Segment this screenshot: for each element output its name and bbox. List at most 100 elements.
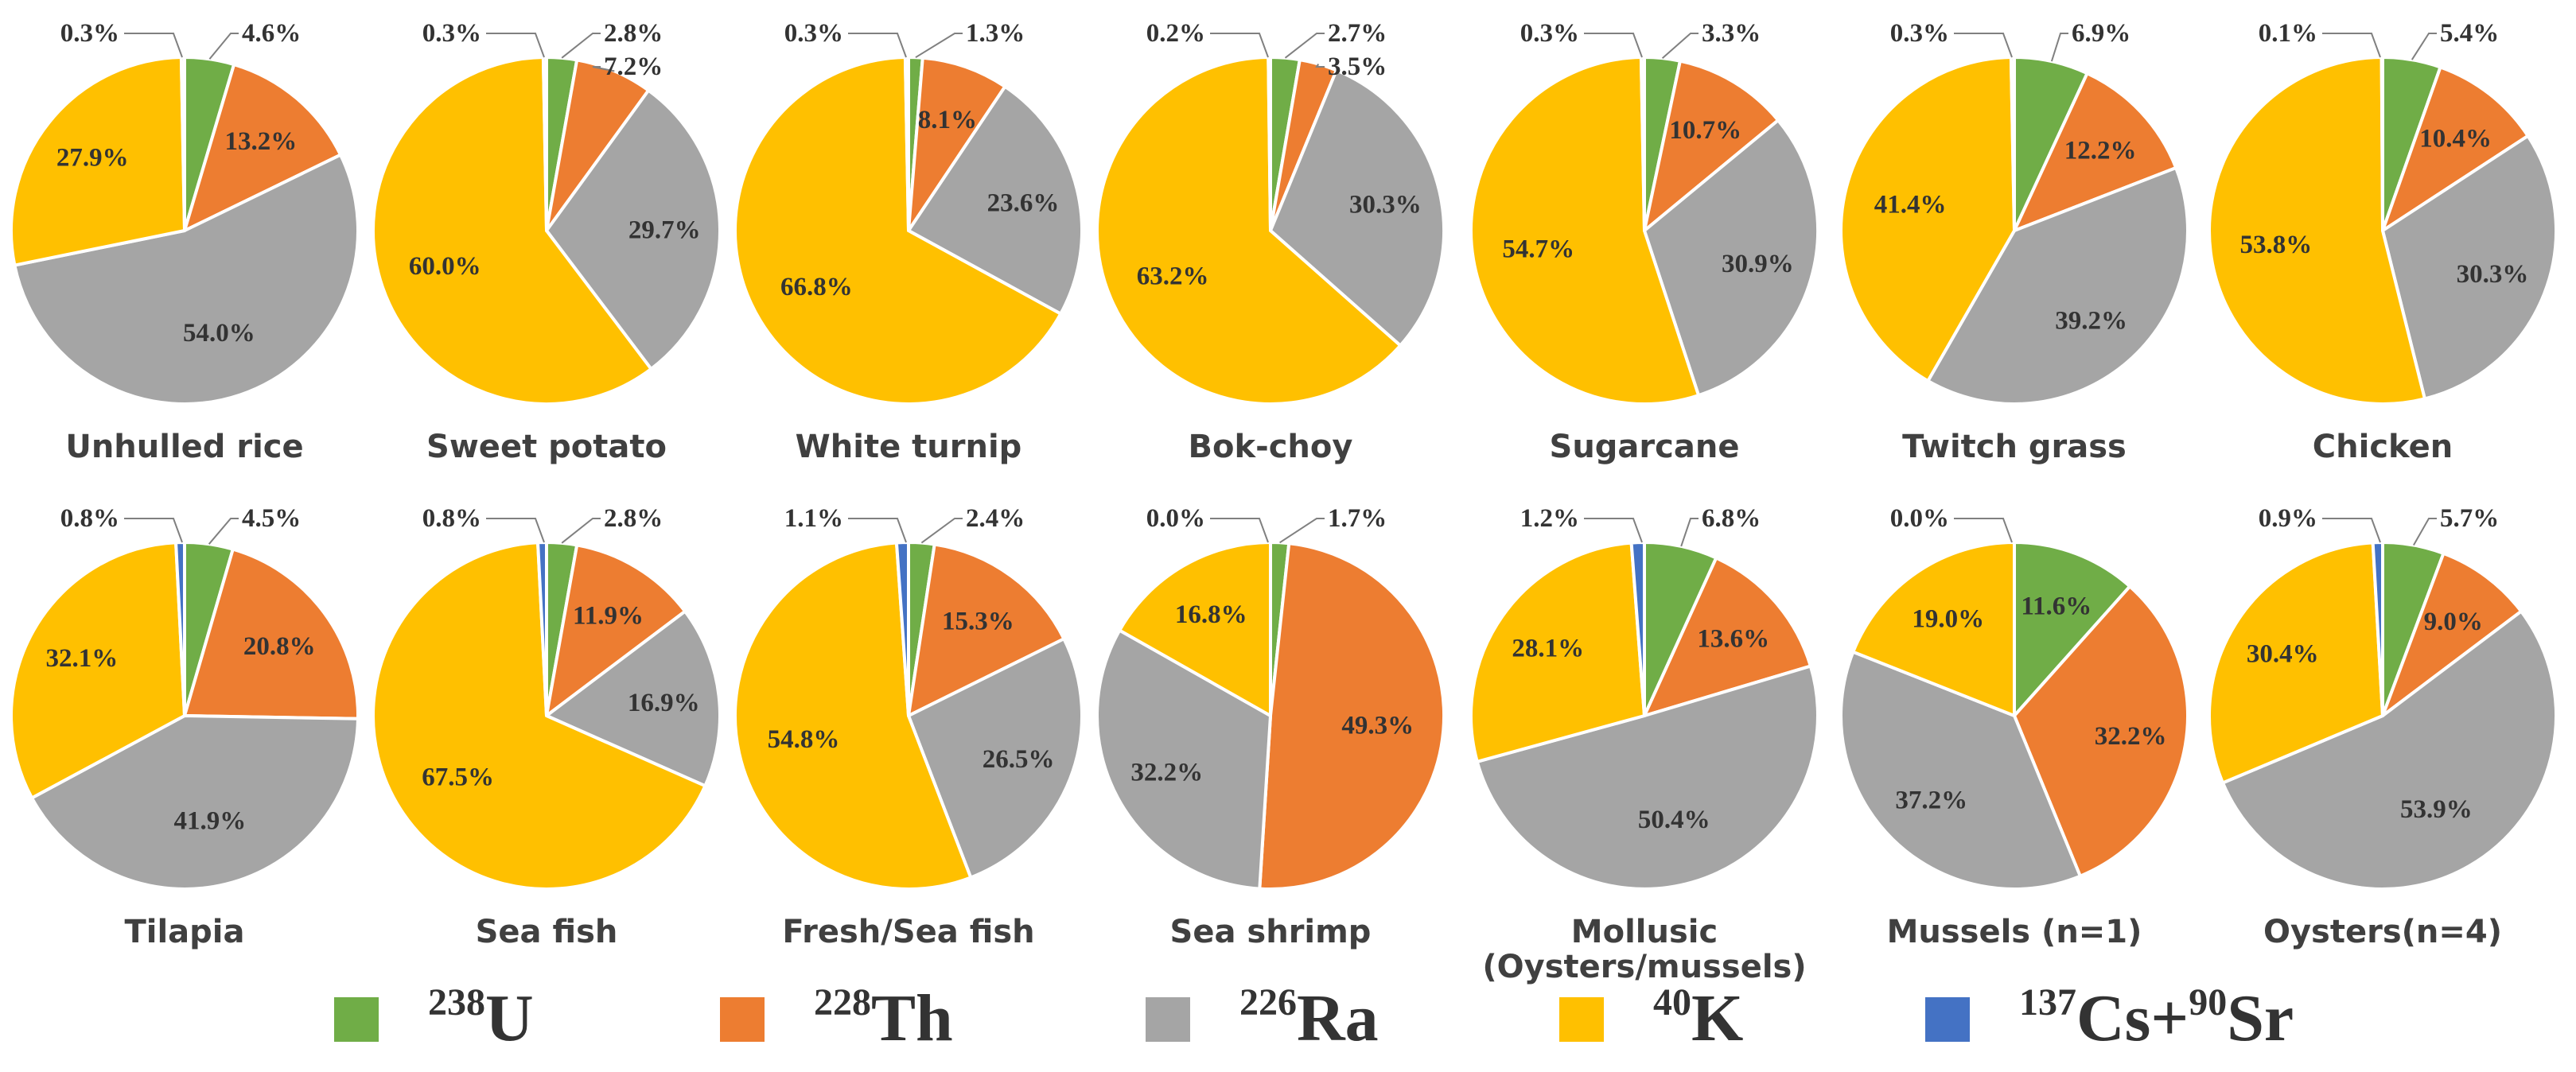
- data-label-238u: 1.7%: [1328, 504, 1387, 533]
- data-label-228th: 13.6%: [1697, 625, 1769, 654]
- data-label-228th: 9.0%: [2424, 608, 2483, 636]
- leader-line-137cs-90sr: [1954, 33, 2013, 58]
- data-label-137cs-90sr: 0.3%: [1890, 19, 1949, 48]
- pie-title: Sea shrimp: [1170, 914, 1372, 950]
- slice-228th: [2381, 551, 2523, 717]
- data-label-238u: 2.8%: [604, 504, 663, 533]
- data-label-40k: 16.8%: [1175, 600, 1247, 629]
- pie-title: Bok-choy: [1189, 429, 1353, 465]
- data-label-238u: 2.4%: [966, 504, 1025, 533]
- leader-line-238u: [1680, 518, 1699, 547]
- data-label-238u: 3.3%: [1702, 19, 1761, 48]
- pie-tilapia: 4.5% 20.8% 41.9% 32.1% 0.8% Tilapia: [10, 504, 360, 950]
- leader-line-137cs-90sr: [1210, 33, 1269, 58]
- pie-title: Chicken: [2313, 429, 2453, 465]
- slice-226ra: [13, 153, 360, 406]
- leader-line-238u: [1279, 518, 1325, 544]
- slice-228th: [183, 547, 360, 720]
- data-label-226ra: 37.2%: [1895, 787, 1967, 815]
- data-label-238u: 5.7%: [2440, 504, 2499, 533]
- slice-226ra: [1095, 628, 1272, 891]
- legend-swatch-228th: [720, 997, 765, 1042]
- leader-line-137cs-90sr: [848, 518, 907, 543]
- data-label-226ra: 54.0%: [183, 319, 255, 348]
- slice-40k: [1118, 541, 1272, 717]
- slice-226ra: [1926, 166, 2189, 406]
- data-label-228th: 12.2%: [2064, 137, 2137, 165]
- pie-oysters-n-4: 5.7% 9.0% 53.9% 30.4% 0.9% Oysters(n=4): [2208, 504, 2558, 950]
- pie-bok-choy: 2.7% 3.5% 30.3% 63.2% 0.2% Bok-choy: [1095, 19, 1446, 465]
- data-label-137cs-90sr: 0.8%: [60, 504, 119, 533]
- leader-line-137cs-90sr: [124, 518, 183, 543]
- data-label-226ra: 53.9%: [2400, 795, 2473, 824]
- leader-line-137cs-90sr: [848, 33, 907, 58]
- leader-line-228th: [592, 66, 615, 72]
- legend-entry-40k: 40K: [1559, 981, 1743, 1055]
- data-label-226ra: 30.9%: [1722, 250, 1794, 278]
- leader-line-238u: [561, 518, 601, 544]
- data-label-228th: 7.2%: [604, 52, 663, 81]
- slice-137cs-90sr: [1639, 56, 1646, 232]
- pie-mussels-n-1: 11.6% 32.2% 37.2% 19.0% 0.0% Mussels (n=1): [1839, 504, 2190, 950]
- leader-line-238u: [1284, 33, 1325, 59]
- slice-137cs-90sr: [2009, 56, 2016, 232]
- data-label-226ra: 30.3%: [2457, 260, 2529, 289]
- data-label-40k: 41.4%: [1874, 190, 1947, 219]
- data-label-137cs-90sr: 1.2%: [1520, 504, 1579, 533]
- slice-226ra: [1269, 68, 1446, 348]
- data-label-226ra: 39.2%: [2055, 306, 2127, 335]
- pie-title: Sea fish: [476, 914, 618, 950]
- data-label-226ra: 29.7%: [628, 216, 701, 245]
- data-label-228th: 3.5%: [1328, 52, 1387, 81]
- slice-137cs-90sr: [536, 541, 548, 717]
- data-label-137cs-90sr: 0.1%: [2259, 19, 2317, 48]
- data-label-228th: 13.2%: [225, 127, 298, 156]
- data-label-238u: 6.9%: [2072, 19, 2130, 48]
- leader-line-238u: [2050, 33, 2068, 62]
- data-label-40k: 67.5%: [422, 763, 494, 792]
- slice-228th: [1643, 556, 1812, 717]
- slice-226ra: [545, 609, 722, 788]
- leader-line-137cs-90sr: [1584, 518, 1643, 543]
- data-label-40k: 27.9%: [56, 143, 129, 172]
- leader-line-238u: [2413, 518, 2437, 546]
- legend-entry-226ra: 226Ra: [1146, 981, 1379, 1055]
- data-label-228th: 20.8%: [243, 632, 316, 661]
- slice-40k: [372, 541, 707, 891]
- slice-40k: [1095, 56, 1403, 406]
- slice-226ra: [907, 637, 1084, 880]
- slice-226ra: [1839, 650, 2082, 891]
- slice-137cs-90sr: [2371, 541, 2384, 717]
- pie-twitch-grass: 6.9% 12.2% 39.2% 41.4% 0.3% Twitch grass: [1839, 19, 2189, 465]
- slice-226ra: [545, 88, 722, 371]
- leader-line-137cs-90sr: [486, 33, 545, 58]
- slice-226ra: [30, 714, 360, 891]
- data-label-226ra: 23.6%: [987, 189, 1060, 218]
- slice-137cs-90sr: [2379, 55, 2384, 232]
- slice-228th: [2013, 585, 2190, 878]
- data-label-228th: 32.2%: [2095, 722, 2167, 751]
- data-label-137cs-90sr: 0.9%: [2259, 504, 2317, 533]
- data-label-238u: 11.6%: [2021, 592, 2092, 621]
- data-label-238u: 4.5%: [242, 504, 301, 533]
- leader-line-238u: [1661, 33, 1699, 59]
- data-label-40k: 63.2%: [1137, 262, 1209, 290]
- leader-line-238u: [208, 33, 239, 60]
- data-label-228th: 10.7%: [1669, 116, 1741, 145]
- leader-line-238u: [208, 518, 239, 545]
- data-label-40k: 60.0%: [409, 252, 481, 281]
- data-label-238u: 2.8%: [604, 19, 663, 48]
- data-label-238u: 5.4%: [2440, 19, 2499, 48]
- slice-226ra: [2381, 134, 2558, 401]
- data-label-40k: 66.8%: [780, 273, 853, 301]
- pie-title: Mollusic (Oysters/mussels): [1482, 914, 1806, 985]
- leader-line-137cs-90sr: [1210, 518, 1269, 543]
- data-label-228th: 15.3%: [942, 607, 1014, 635]
- pie-title: Oysters(n=4): [2263, 914, 2502, 950]
- slice-228th: [545, 543, 687, 717]
- legend-label-137cs-90sr: 137Cs+90Sr: [2019, 981, 2294, 1055]
- slice-228th: [907, 542, 1066, 717]
- leader-line-228th: [1315, 63, 1325, 68]
- slice-137cs-90sr: [1629, 541, 1646, 717]
